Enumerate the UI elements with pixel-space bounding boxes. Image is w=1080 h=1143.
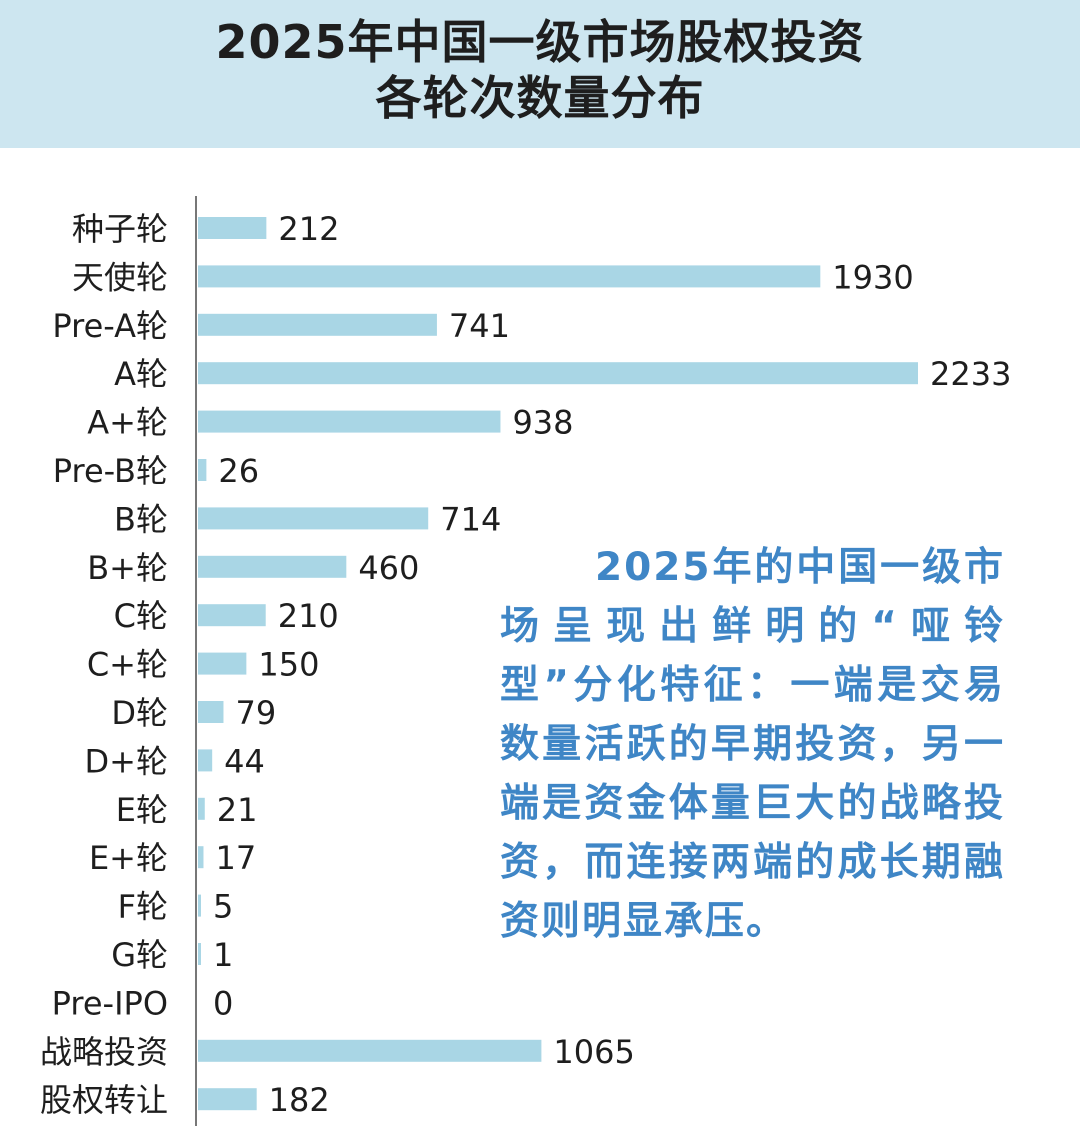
bar [198,846,204,869]
bar [198,217,267,239]
bar [198,1088,257,1111]
chart-title-line-1: 2025年中国一级市场股权投资 [215,15,865,69]
category-label: 天使轮 [72,258,168,296]
value-label: 2233 [930,355,1011,393]
title-banner: 2025年中国一级市场股权投资 各轮次数量分布 [0,0,1080,148]
bar [198,507,429,530]
value-label: 5 [213,888,233,926]
category-label: F轮 [118,888,168,926]
category-label: E轮 [116,791,168,829]
value-label: 79 [235,694,276,732]
bar [198,604,266,627]
value-label: 26 [218,452,259,490]
bar [198,797,205,820]
value-label: 938 [512,404,573,442]
value-label: 460 [358,549,419,587]
category-label: Pre-B轮 [53,452,168,490]
bar [198,894,201,917]
value-label: 714 [440,500,501,538]
category-label: E+轮 [89,839,168,877]
value-label: 212 [278,210,339,248]
annotation-text: 2025年的中国一级市场呈现出鲜明的“哑铃型”分化特征：一端是交易数量活跃的早期… [500,545,1005,944]
bar [198,265,821,288]
bar [198,362,918,385]
value-label: 44 [224,742,265,780]
bar [198,555,347,578]
value-label: 17 [215,839,256,877]
category-label: D轮 [111,694,168,732]
bar [198,749,213,772]
category-label: D+轮 [85,742,168,780]
value-label: 0 [213,984,233,1022]
category-label: A轮 [114,355,168,393]
bar [198,701,224,723]
value-label: 210 [278,597,339,635]
value-label: 21 [217,791,258,829]
bar [198,652,247,675]
bar [198,459,207,481]
category-label: C轮 [114,597,168,635]
value-label: 1930 [832,258,913,296]
chart-title-line-2: 各轮次数量分布 [375,71,705,125]
value-label: 1065 [553,1033,634,1071]
category-label: 股权转让 [40,1081,168,1119]
category-label: B轮 [114,500,168,538]
bar [198,1039,542,1062]
category-label: 战略投资 [40,1033,168,1071]
value-label: 150 [258,646,319,684]
value-label: 1 [213,936,233,974]
category-label: G轮 [111,936,168,974]
category-label: B+轮 [87,549,168,587]
bar-chart: 种子轮 212 天使轮 1930 Pre-A轮 741 A轮 2233 A+轮 938 Pre-B轮… [40,196,1011,1126]
value-label: 741 [449,307,510,345]
category-label: A+轮 [87,404,168,442]
value-label: 182 [269,1081,330,1119]
bar [198,410,501,433]
bar [198,943,201,965]
category-label: Pre-IPO [52,984,168,1022]
category-label: Pre-A轮 [52,307,168,345]
bar [198,313,437,336]
category-label: 种子轮 [72,210,168,248]
category-label: C+轮 [87,646,168,684]
